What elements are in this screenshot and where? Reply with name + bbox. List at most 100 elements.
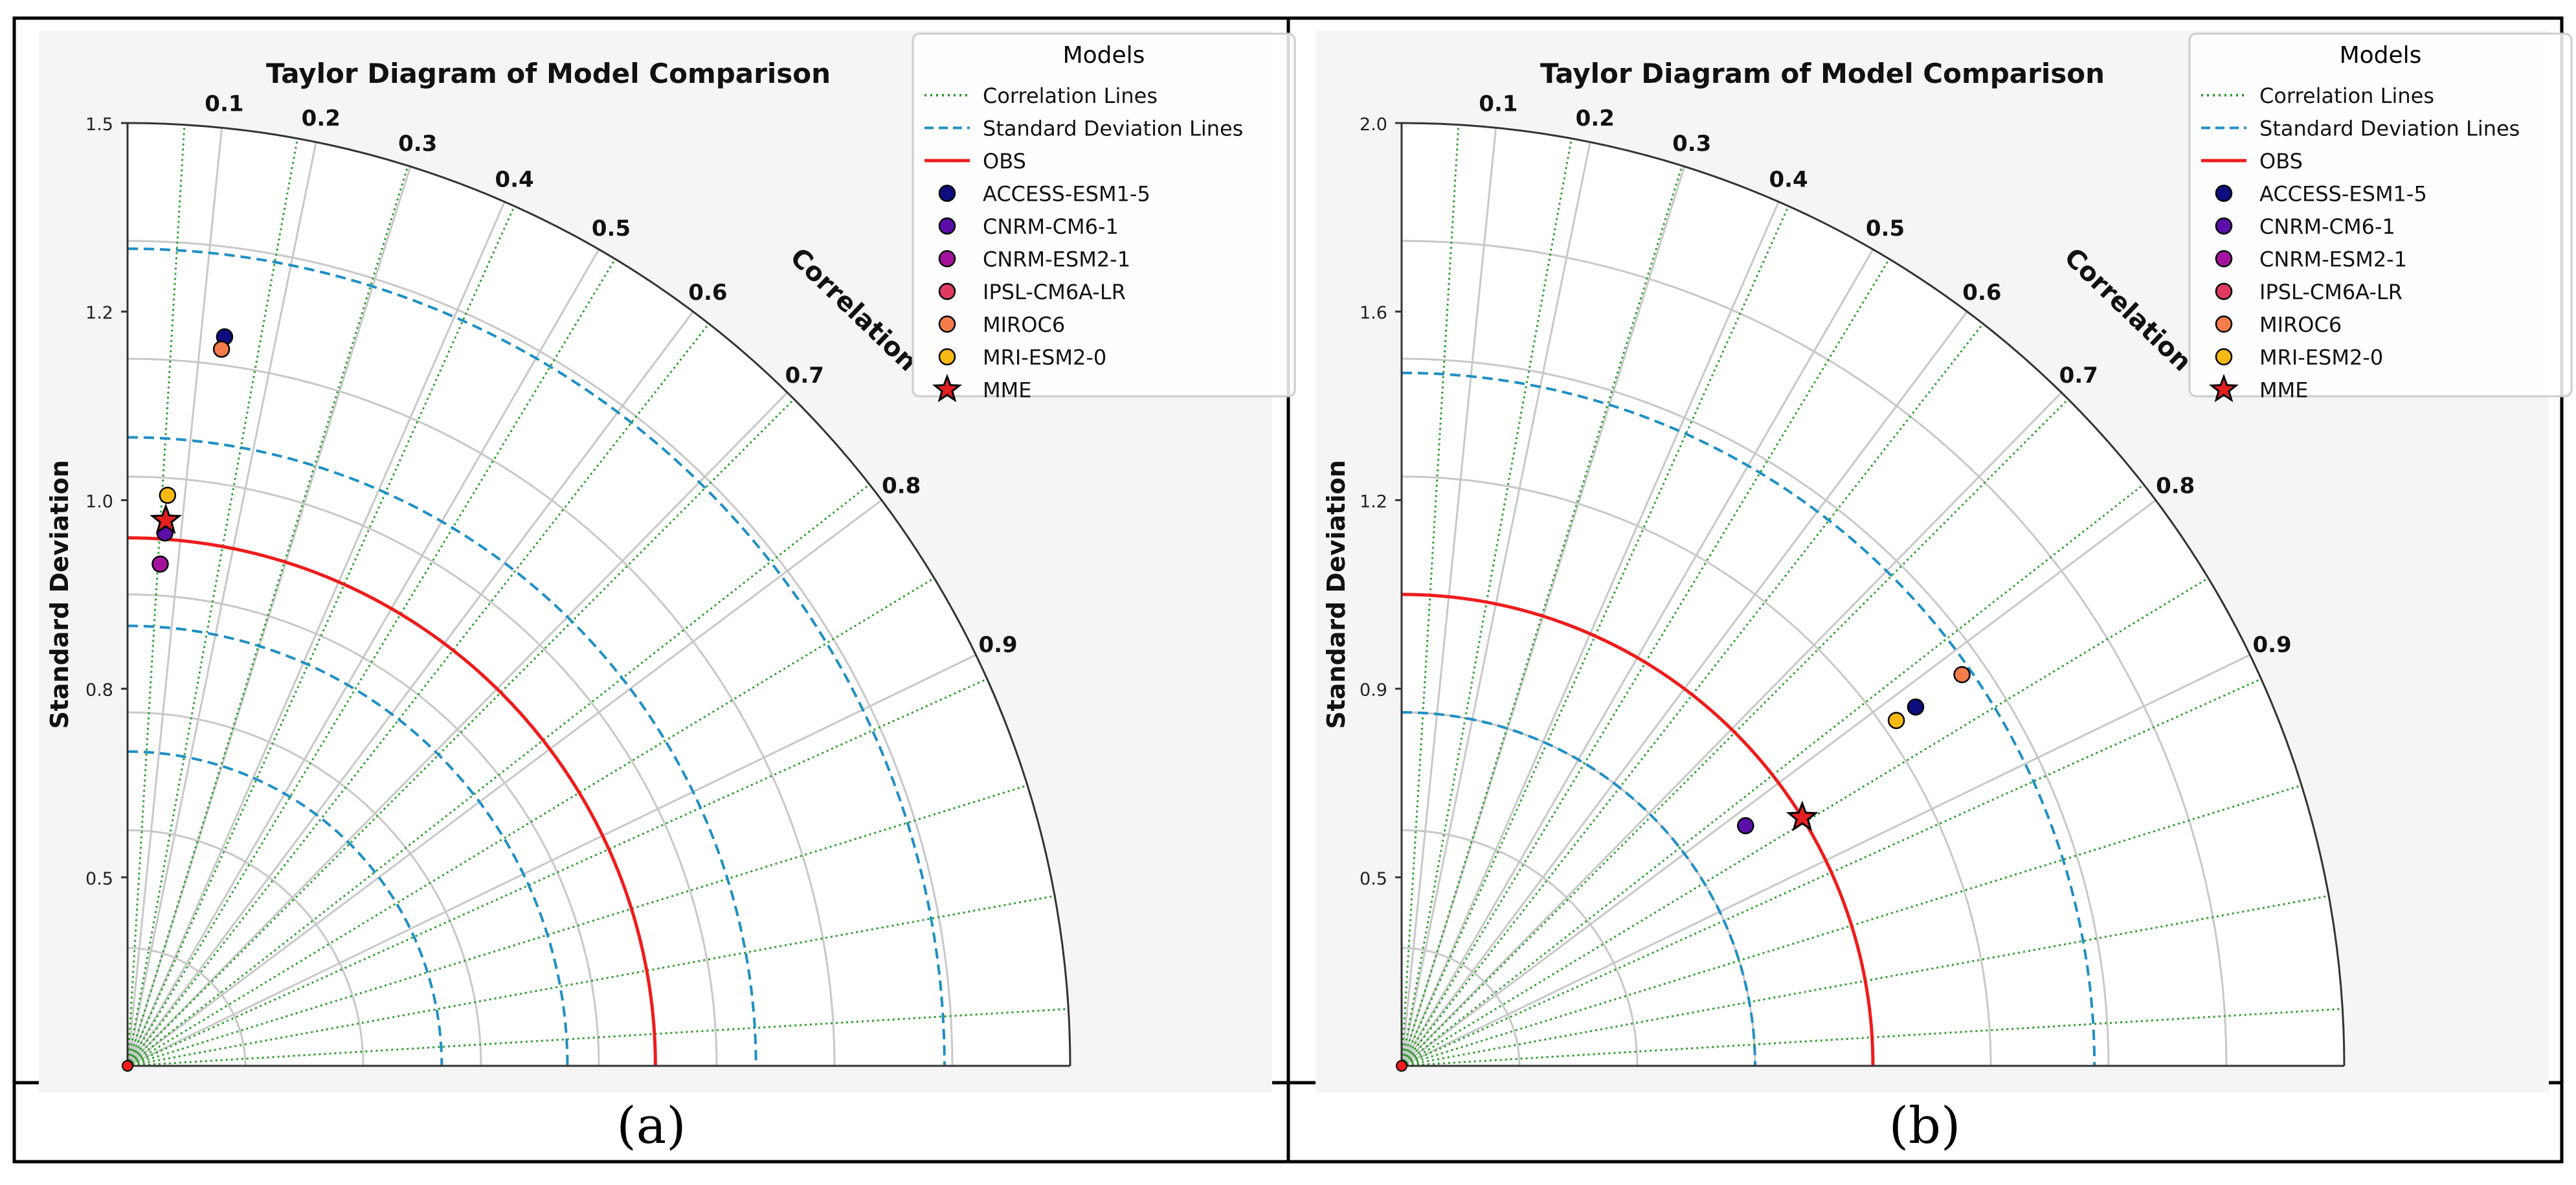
correlation-line	[126, 165, 409, 1066]
corr-tick-label: 0.8	[882, 473, 921, 499]
legend-title: Models	[1063, 42, 1145, 69]
legend-label-miroc6: MIROC6	[983, 313, 1065, 337]
legend-label-cnrm-cm6-1: CNRM-CM6-1	[983, 214, 1119, 239]
caption-b: (b)	[1889, 1097, 1961, 1155]
legend-marker-cnrm-esm2-1	[2215, 250, 2233, 267]
corr-tick-label: 0.9	[2252, 632, 2291, 658]
taylor-panel-b: 0.5 0.9 1.2 1.6 2.0 0.1 0.2 0.3 0.4 0.5 0.6 0.7 0.8 0…	[1316, 31, 2573, 1093]
legend-label-access-esm1-5: ACCESS-ESM1-5	[2259, 182, 2427, 207]
correlation-line	[126, 205, 515, 1066]
corr-grid-line	[127, 653, 977, 1067]
std-grid-arc	[127, 829, 364, 1066]
std-dev-line	[127, 436, 757, 1066]
legend-label-standard-deviation-lines: Standard Deviation Lines	[983, 117, 1243, 141]
correlation-line	[126, 398, 795, 1067]
corr-grid-line	[126, 249, 600, 1066]
std-dev-line	[127, 750, 443, 1066]
legend-label-standard-deviation-lines: Standard Deviation Lines	[2259, 117, 2520, 141]
std-tick-label: 0.5	[85, 869, 113, 889]
std-grid-arc	[127, 947, 247, 1066]
point-cnrm-esm2-1	[151, 555, 169, 573]
legend-marker-ipsl-cm6a-lr	[938, 282, 956, 300]
legend-marker-miroc6	[2215, 315, 2233, 333]
legend-label-mme: MME	[2259, 378, 2308, 403]
legend-label-mri-esm2-0: MRI-ESM2-0	[2259, 345, 2383, 370]
y-axis-label: Standard Deviation	[1322, 460, 1350, 728]
corr-grid-line	[126, 128, 223, 1066]
std-tick-label: 2.0	[1360, 115, 1387, 135]
legend-marker-cnrm-cm6-1	[938, 217, 956, 235]
std-grid-arc	[1401, 829, 1639, 1066]
std-dev-line	[127, 247, 946, 1066]
legend-marker-access-esm1-5	[938, 185, 956, 202]
corr-tick-label: 0.6	[1962, 280, 2001, 306]
std-tick-label: 0.8	[85, 681, 113, 701]
outer-arc	[1401, 122, 2346, 1066]
corr-tick-label: 0.3	[398, 131, 437, 157]
legend-marker-mri-esm2-0	[938, 348, 956, 366]
correlation-line	[127, 1008, 1069, 1067]
std-tick-label: 0.5	[1360, 869, 1387, 889]
taylor-panel-a: 0.5 0.8 1.0 1.2 1.5 0.1 0.2 0.3 0.4 0.5 0.6 0.7 0.8 0…	[39, 31, 1296, 1093]
corr-tick-label: 0.9	[978, 632, 1017, 658]
legend-box	[2188, 32, 2573, 398]
caption-a: (a)	[616, 1097, 686, 1155]
legend-label-correlation-lines: Correlation Lines	[983, 84, 1158, 108]
legend-marker-cnrm-esm2-1	[938, 250, 956, 267]
chart-title: Taylor Diagram of Model Comparison	[1540, 58, 2105, 89]
point-miroc6	[212, 340, 230, 358]
correlation-line	[126, 258, 616, 1066]
correlation-line	[127, 678, 988, 1067]
chart-title: Taylor Diagram of Model Comparison	[266, 58, 831, 89]
legend-marker-mme	[932, 374, 963, 403]
legend-title: Models	[2340, 42, 2422, 69]
std-grid-arc	[127, 593, 600, 1066]
std-dev-line	[1401, 371, 2096, 1066]
corr-tick-label: 0.5	[1866, 216, 1905, 242]
correlation-line	[126, 322, 710, 1066]
legend-marker-access-esm1-5	[2215, 185, 2233, 202]
corr-tick-label: 0.1	[1479, 91, 1518, 117]
legend-label-miroc6: MIROC6	[2259, 313, 2342, 337]
std-grid-arc	[1401, 357, 2110, 1066]
corr-tick-label: 0.1	[205, 91, 243, 117]
y-axis-label: Standard Deviation	[45, 460, 74, 728]
corr-grid-line	[126, 142, 317, 1066]
legend-label-access-esm1-5: ACCESS-ESM1-5	[983, 182, 1150, 207]
point-mme	[1786, 800, 1819, 831]
std-dev-line	[127, 624, 569, 1066]
std-dev-line	[1401, 711, 1756, 1066]
legend-label-cnrm-esm2-1: CNRM-ESM2-1	[983, 247, 1130, 272]
legend-marker-ipsl-cm6a-lr	[2215, 282, 2233, 300]
corr-tick-label: 0.3	[1672, 131, 1711, 157]
correlation-line	[126, 138, 298, 1066]
std-tick-label: 1.5	[85, 115, 113, 135]
obs-arc	[1401, 592, 1875, 1066]
corr-tick-label: 0.7	[2059, 363, 2098, 389]
std-tick-label: 1.2	[85, 303, 113, 323]
correlation-line	[127, 483, 871, 1067]
correlation-line	[127, 895, 1055, 1067]
outer-arc	[127, 122, 1071, 1066]
correlation-line	[1400, 124, 1460, 1066]
point-mri-esm2-0	[159, 486, 177, 504]
legend-label-mme: MME	[983, 378, 1031, 403]
corr-tick-label: 0.5	[592, 216, 631, 242]
legend-label-obs: OBS	[983, 149, 1026, 174]
corr-tick-label: 0.7	[785, 363, 824, 389]
std-tick-label: 1.6	[1360, 303, 1387, 323]
corr-tick-label: 0.4	[495, 167, 533, 193]
correlation-line	[127, 784, 1028, 1067]
corr-tick-label: 0.2	[302, 106, 341, 131]
corr-grid-line	[127, 499, 882, 1067]
correlation-line	[1401, 784, 2302, 1067]
legend-label-ipsl-cm6a-lr: IPSL-CM6A-LR	[983, 280, 1126, 304]
origin-marker	[122, 1060, 133, 1072]
corr-grid-line	[126, 311, 694, 1066]
point-access-esm1-5	[1907, 698, 1925, 716]
std-tick-label: 1.2	[1360, 491, 1387, 512]
obs-arc	[127, 536, 657, 1066]
std-tick-label: 0.9	[1360, 681, 1387, 701]
legend-marker-cnrm-cm6-1	[2215, 217, 2233, 235]
